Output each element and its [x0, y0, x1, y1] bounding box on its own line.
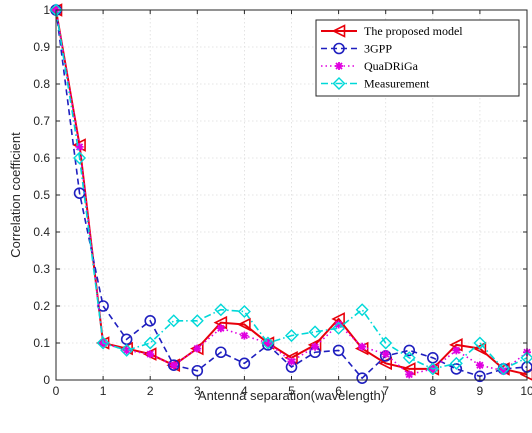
- data-point: [332, 321, 346, 335]
- data-point: [96, 336, 110, 350]
- data-point: [308, 325, 322, 339]
- data-point: [238, 357, 251, 370]
- data-point: [356, 372, 368, 384]
- x-tick-label: 6: [335, 384, 342, 398]
- legend-entry: Measurement: [321, 77, 430, 91]
- data-point: [402, 351, 416, 365]
- data-point: [237, 317, 251, 332]
- y-tick-label: 0: [43, 373, 50, 387]
- legend-marker: [335, 62, 343, 70]
- axis-ticks: 0 1 2 3 4 5 6 7 8 9 10 0 0.1 0.2 0.3 0.4 0.5 0.6 0.7 0.8 0.9…: [33, 3, 532, 398]
- legend-marker: [333, 42, 345, 55]
- data-point: [355, 303, 369, 317]
- data-point: [169, 361, 178, 370]
- y-tick-label: 0.7: [33, 114, 50, 128]
- data-point: [334, 320, 343, 329]
- x-tick-label: 4: [241, 384, 248, 398]
- data-point: [472, 341, 487, 356]
- data-point: [285, 329, 298, 343]
- legend-entry: QuaDRiGa: [321, 59, 419, 73]
- data-point: [191, 364, 204, 377]
- data-point: [167, 314, 181, 328]
- data-point: [496, 362, 510, 376]
- data-point: [193, 344, 202, 353]
- legend-label: QuaDRiGa: [364, 59, 419, 73]
- series-line: [55, 9, 528, 380]
- y-tick-label: 0.6: [33, 151, 50, 165]
- y-axis-label: Correlation coefficient: [8, 132, 23, 258]
- data-point: [122, 346, 131, 355]
- legend-label: 3GPP: [364, 42, 392, 56]
- legend-entry: 3GPP: [321, 42, 392, 56]
- x-tick-label: 7: [382, 384, 389, 398]
- data-point: [120, 343, 134, 357]
- y-tick-label: 0.9: [33, 40, 50, 54]
- data-point: [499, 366, 508, 375]
- x-tick-label: 9: [477, 384, 484, 398]
- x-tick-label: 2: [147, 384, 154, 398]
- data-point: [405, 370, 414, 379]
- legend-marker: [331, 24, 346, 38]
- data-point: [215, 346, 227, 359]
- legend-marker: [332, 77, 346, 90]
- data-point: [167, 359, 180, 372]
- data-point: [75, 142, 84, 151]
- y-tick-label: 0.4: [33, 225, 50, 239]
- data-point: [287, 357, 296, 366]
- data-point: [332, 344, 345, 357]
- x-tick-label: 8: [429, 384, 436, 398]
- data-point: [379, 336, 393, 350]
- x-tick-label: 1: [100, 384, 107, 398]
- data-point: [450, 363, 463, 375]
- y-tick-label: 0.2: [33, 299, 50, 313]
- data-point: [358, 342, 367, 351]
- x-tick-label: 3: [194, 384, 201, 398]
- y-tick-label: 0.3: [33, 262, 50, 276]
- data-point: [143, 336, 157, 350]
- data-point: [311, 342, 320, 351]
- series-4: [49, 3, 532, 376]
- data-point: [473, 336, 487, 350]
- data-point: [144, 314, 156, 327]
- data-point: [73, 151, 87, 165]
- legend-label: The proposed model: [364, 24, 463, 38]
- data-point: [475, 361, 484, 370]
- data-point: [97, 300, 109, 312]
- data-point: [381, 350, 390, 359]
- data-point: [426, 362, 440, 376]
- data-point: [403, 344, 416, 357]
- x-tick-label: 0: [53, 384, 60, 398]
- data-point: [452, 346, 461, 355]
- data-point: [216, 324, 225, 333]
- data-point: [449, 356, 463, 370]
- y-tick-label: 0.5: [33, 188, 50, 202]
- series-line: [55, 9, 528, 370]
- x-tick-label: 10: [520, 384, 532, 398]
- y-tick-label: 0.8: [33, 77, 50, 91]
- legend: The proposed model 3GPP QuaDRiGa Measuremen…: [315, 19, 520, 97]
- data-point: [190, 314, 204, 328]
- data-point: [237, 305, 251, 319]
- data-point: [474, 370, 486, 383]
- legend-label: Measurement: [364, 77, 430, 91]
- x-axis-label: Antenna separation(wavelength): [198, 388, 385, 403]
- legend-entry: The proposed model: [321, 24, 463, 38]
- legend-box: [315, 19, 520, 97]
- plot-series: [48, 3, 532, 384]
- x-tick-label: 5: [288, 384, 295, 398]
- data-point: [146, 350, 155, 359]
- y-tick-label: 1: [43, 3, 50, 17]
- data-point: [214, 303, 228, 317]
- data-point: [263, 339, 272, 347]
- y-tick-label: 0.1: [33, 336, 50, 350]
- data-point: [261, 336, 275, 350]
- data-point: [240, 331, 249, 340]
